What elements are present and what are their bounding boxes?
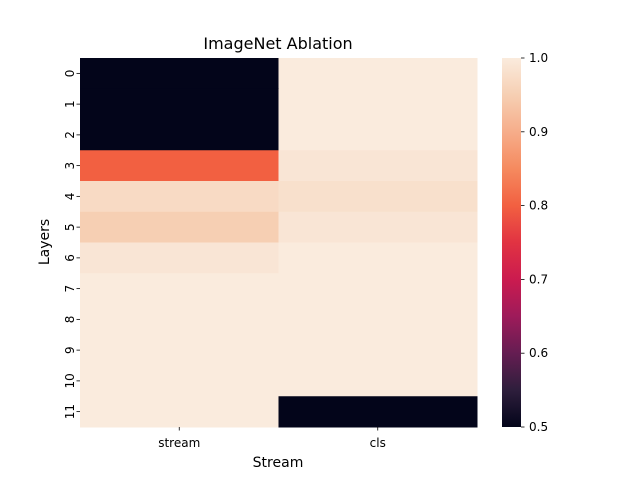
heatmap-cell — [80, 396, 279, 428]
colorbar-tick-label: 0.9 — [529, 125, 548, 139]
heatmap-cell — [80, 181, 279, 213]
y-tick-label: 8 — [63, 316, 77, 324]
colorbar-tick-label: 1.0 — [529, 51, 548, 65]
x-tick-label: cls — [370, 436, 386, 450]
y-tick-label: 11 — [63, 404, 77, 419]
heatmap-cell — [80, 273, 279, 305]
heatmap-cell — [80, 211, 279, 243]
heatmap-cell — [278, 211, 478, 243]
heatmap-cell — [278, 58, 478, 90]
colorbar — [502, 58, 521, 427]
x-axis-ticks: stream cls — [158, 427, 386, 450]
colorbar-tick-label: 0.5 — [529, 420, 548, 434]
y-tick-label: 1 — [63, 100, 77, 108]
y-tick-label: 0 — [63, 70, 77, 78]
y-tick-label: 10 — [63, 373, 77, 388]
y-tick-label: 3 — [63, 162, 77, 170]
heatmap-cells — [80, 58, 478, 428]
y-axis-ticks: 0 1 2 3 4 5 6 7 8 9 10 11 — [63, 70, 80, 419]
heatmap-cell — [278, 396, 478, 428]
heatmap-cell — [80, 304, 279, 336]
heatmap-cell — [80, 58, 279, 90]
heatmap-cell — [80, 150, 279, 182]
y-tick-label: 2 — [63, 131, 77, 139]
heatmap-cell — [80, 242, 279, 274]
heatmap-cell — [278, 119, 478, 151]
y-tick-label: 7 — [63, 285, 77, 293]
heatmap-cell — [80, 88, 279, 120]
y-tick-label: 9 — [63, 346, 77, 354]
colorbar-ticks: 0.5 0.6 0.7 0.8 0.9 1.0 — [521, 51, 548, 434]
heatmap-cell — [278, 365, 478, 397]
y-tick-label: 5 — [63, 223, 77, 231]
chart-title: ImageNet Ablation — [203, 34, 352, 53]
y-axis-label: Layers — [37, 219, 53, 265]
x-axis-label: Stream — [253, 455, 304, 471]
colorbar-tick-label: 0.7 — [529, 272, 548, 286]
heatmap-cell — [278, 273, 478, 305]
heatmap-cell — [278, 88, 478, 120]
x-tick-label: stream — [158, 436, 200, 450]
heatmap-cell — [278, 304, 478, 336]
colorbar-tick-label: 0.6 — [529, 346, 548, 360]
heatmap-cell — [278, 181, 478, 213]
heatmap-cell — [278, 150, 478, 182]
colorbar-tick-label: 0.8 — [529, 199, 548, 213]
y-tick-label: 4 — [63, 193, 77, 201]
heatmap-cell — [80, 334, 279, 366]
heatmap-cell — [80, 365, 279, 397]
heatmap-cell — [278, 334, 478, 366]
heatmap-cell — [278, 242, 478, 274]
y-tick-label: 6 — [63, 254, 77, 262]
heatmap-cell — [80, 119, 279, 151]
